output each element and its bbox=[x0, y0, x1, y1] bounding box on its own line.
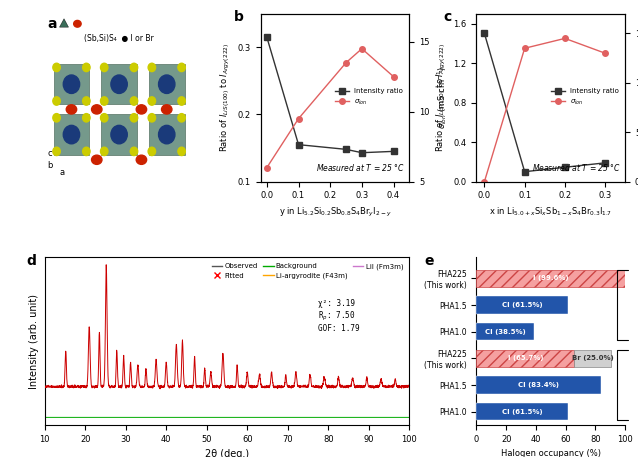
Circle shape bbox=[83, 63, 90, 72]
Ellipse shape bbox=[137, 105, 147, 114]
Polygon shape bbox=[101, 114, 137, 155]
Bar bbox=[574, 350, 611, 367]
Y-axis label: Ratio of $I_{LiS(100)}$ to $I_{Argy(222)}$: Ratio of $I_{LiS(100)}$ to $I_{Argy(222)… bbox=[434, 43, 448, 152]
Y-axis label: $\sigma_{ion}$ (mS cm$^{-1}$): $\sigma_{ion}$ (mS cm$^{-1}$) bbox=[435, 66, 449, 129]
Polygon shape bbox=[149, 114, 184, 155]
Circle shape bbox=[178, 63, 185, 72]
Polygon shape bbox=[54, 114, 89, 155]
Text: a: a bbox=[48, 17, 57, 31]
Polygon shape bbox=[101, 64, 137, 104]
Text: c: c bbox=[443, 11, 452, 24]
Text: b: b bbox=[48, 161, 53, 170]
Circle shape bbox=[130, 147, 138, 155]
X-axis label: x in Li$_{5.0+x}$Si$_x$Sb$_{1-x}$S$_4$Br$_{0.3}$I$_{1.7}$: x in Li$_{5.0+x}$Si$_x$Sb$_{1-x}$S$_4$Br… bbox=[489, 206, 612, 218]
Text: I (99.6%): I (99.6%) bbox=[533, 276, 568, 282]
Circle shape bbox=[101, 63, 108, 72]
Circle shape bbox=[53, 114, 60, 122]
Circle shape bbox=[148, 63, 156, 72]
Legend: Intensity ratio, $\sigma_{ion}$: Intensity ratio, $\sigma_{ion}$ bbox=[332, 85, 406, 110]
Ellipse shape bbox=[74, 21, 81, 27]
Circle shape bbox=[101, 114, 108, 122]
Ellipse shape bbox=[92, 155, 102, 165]
Bar bbox=[477, 403, 568, 420]
Circle shape bbox=[101, 147, 108, 155]
Circle shape bbox=[178, 97, 185, 105]
Text: χ²: 3.19
R$_p$: 7.50
GOF: 1.79: χ²: 3.19 R$_p$: 7.50 GOF: 1.79 bbox=[318, 299, 360, 333]
Circle shape bbox=[53, 63, 60, 72]
Bar bbox=[477, 270, 625, 287]
Bar bbox=[477, 323, 533, 340]
Circle shape bbox=[130, 97, 138, 105]
Circle shape bbox=[83, 97, 90, 105]
Ellipse shape bbox=[92, 105, 102, 114]
X-axis label: Halogen occupancy (%): Halogen occupancy (%) bbox=[501, 449, 601, 457]
Circle shape bbox=[111, 75, 128, 93]
Circle shape bbox=[63, 125, 80, 144]
Circle shape bbox=[83, 114, 90, 122]
Text: Cl (61.5%): Cl (61.5%) bbox=[502, 409, 542, 414]
Text: e: e bbox=[424, 254, 434, 268]
Text: I (65.7%): I (65.7%) bbox=[507, 356, 543, 361]
Bar bbox=[477, 350, 574, 367]
Bar bbox=[477, 377, 600, 393]
Text: Cl (83.4%): Cl (83.4%) bbox=[518, 382, 559, 388]
Text: b: b bbox=[234, 11, 244, 24]
Polygon shape bbox=[149, 64, 184, 104]
Circle shape bbox=[178, 114, 185, 122]
Text: (Sb,Si)S₄  ● I or Br: (Sb,Si)S₄ ● I or Br bbox=[84, 34, 154, 43]
Text: Br (25.0%): Br (25.0%) bbox=[572, 356, 614, 361]
Ellipse shape bbox=[137, 155, 147, 165]
Text: d: d bbox=[26, 254, 36, 268]
Bar bbox=[477, 297, 568, 314]
Circle shape bbox=[101, 97, 108, 105]
Circle shape bbox=[178, 147, 185, 155]
Circle shape bbox=[158, 75, 175, 93]
Text: Cl (61.5%): Cl (61.5%) bbox=[502, 302, 542, 308]
Text: c: c bbox=[48, 149, 52, 159]
Text: Cl (38.5%): Cl (38.5%) bbox=[485, 329, 526, 335]
Y-axis label: Ratio of $I_{LiS(100)}$ to $I_{Argy(222)}$: Ratio of $I_{LiS(100)}$ to $I_{Argy(222)… bbox=[219, 43, 232, 152]
Text: Measured at $T$ = 25 °C: Measured at $T$ = 25 °C bbox=[531, 162, 621, 173]
Circle shape bbox=[63, 75, 80, 93]
X-axis label: 2θ (deg.): 2θ (deg.) bbox=[205, 449, 249, 457]
Circle shape bbox=[53, 97, 60, 105]
Circle shape bbox=[53, 147, 60, 155]
Polygon shape bbox=[54, 64, 89, 104]
Legend: Observed, Fitted, Background, Li-argyrodite (F43m), LiI (Fm3m): Observed, Fitted, Background, Li-argyrod… bbox=[209, 260, 406, 282]
Ellipse shape bbox=[161, 105, 172, 114]
Circle shape bbox=[148, 147, 156, 155]
Circle shape bbox=[130, 114, 138, 122]
Text: Measured at $T$ = 25 °C: Measured at $T$ = 25 °C bbox=[316, 162, 405, 173]
Circle shape bbox=[148, 97, 156, 105]
Ellipse shape bbox=[66, 105, 77, 114]
X-axis label: y in Li$_{5.2}$Si$_{0.2}$Sb$_{0.8}$S$_4$Br$_y$I$_{2-y}$: y in Li$_{5.2}$Si$_{0.2}$Sb$_{0.8}$S$_4$… bbox=[279, 206, 391, 219]
Circle shape bbox=[83, 147, 90, 155]
Circle shape bbox=[148, 114, 156, 122]
Circle shape bbox=[111, 125, 128, 144]
Legend: Intensity ratio, $\sigma_{ion}$: Intensity ratio, $\sigma_{ion}$ bbox=[548, 85, 622, 110]
Circle shape bbox=[130, 63, 138, 72]
Polygon shape bbox=[59, 19, 68, 27]
Y-axis label: Intensity (arb. unit): Intensity (arb. unit) bbox=[29, 293, 39, 388]
Text: a: a bbox=[59, 168, 64, 177]
Circle shape bbox=[158, 125, 175, 144]
